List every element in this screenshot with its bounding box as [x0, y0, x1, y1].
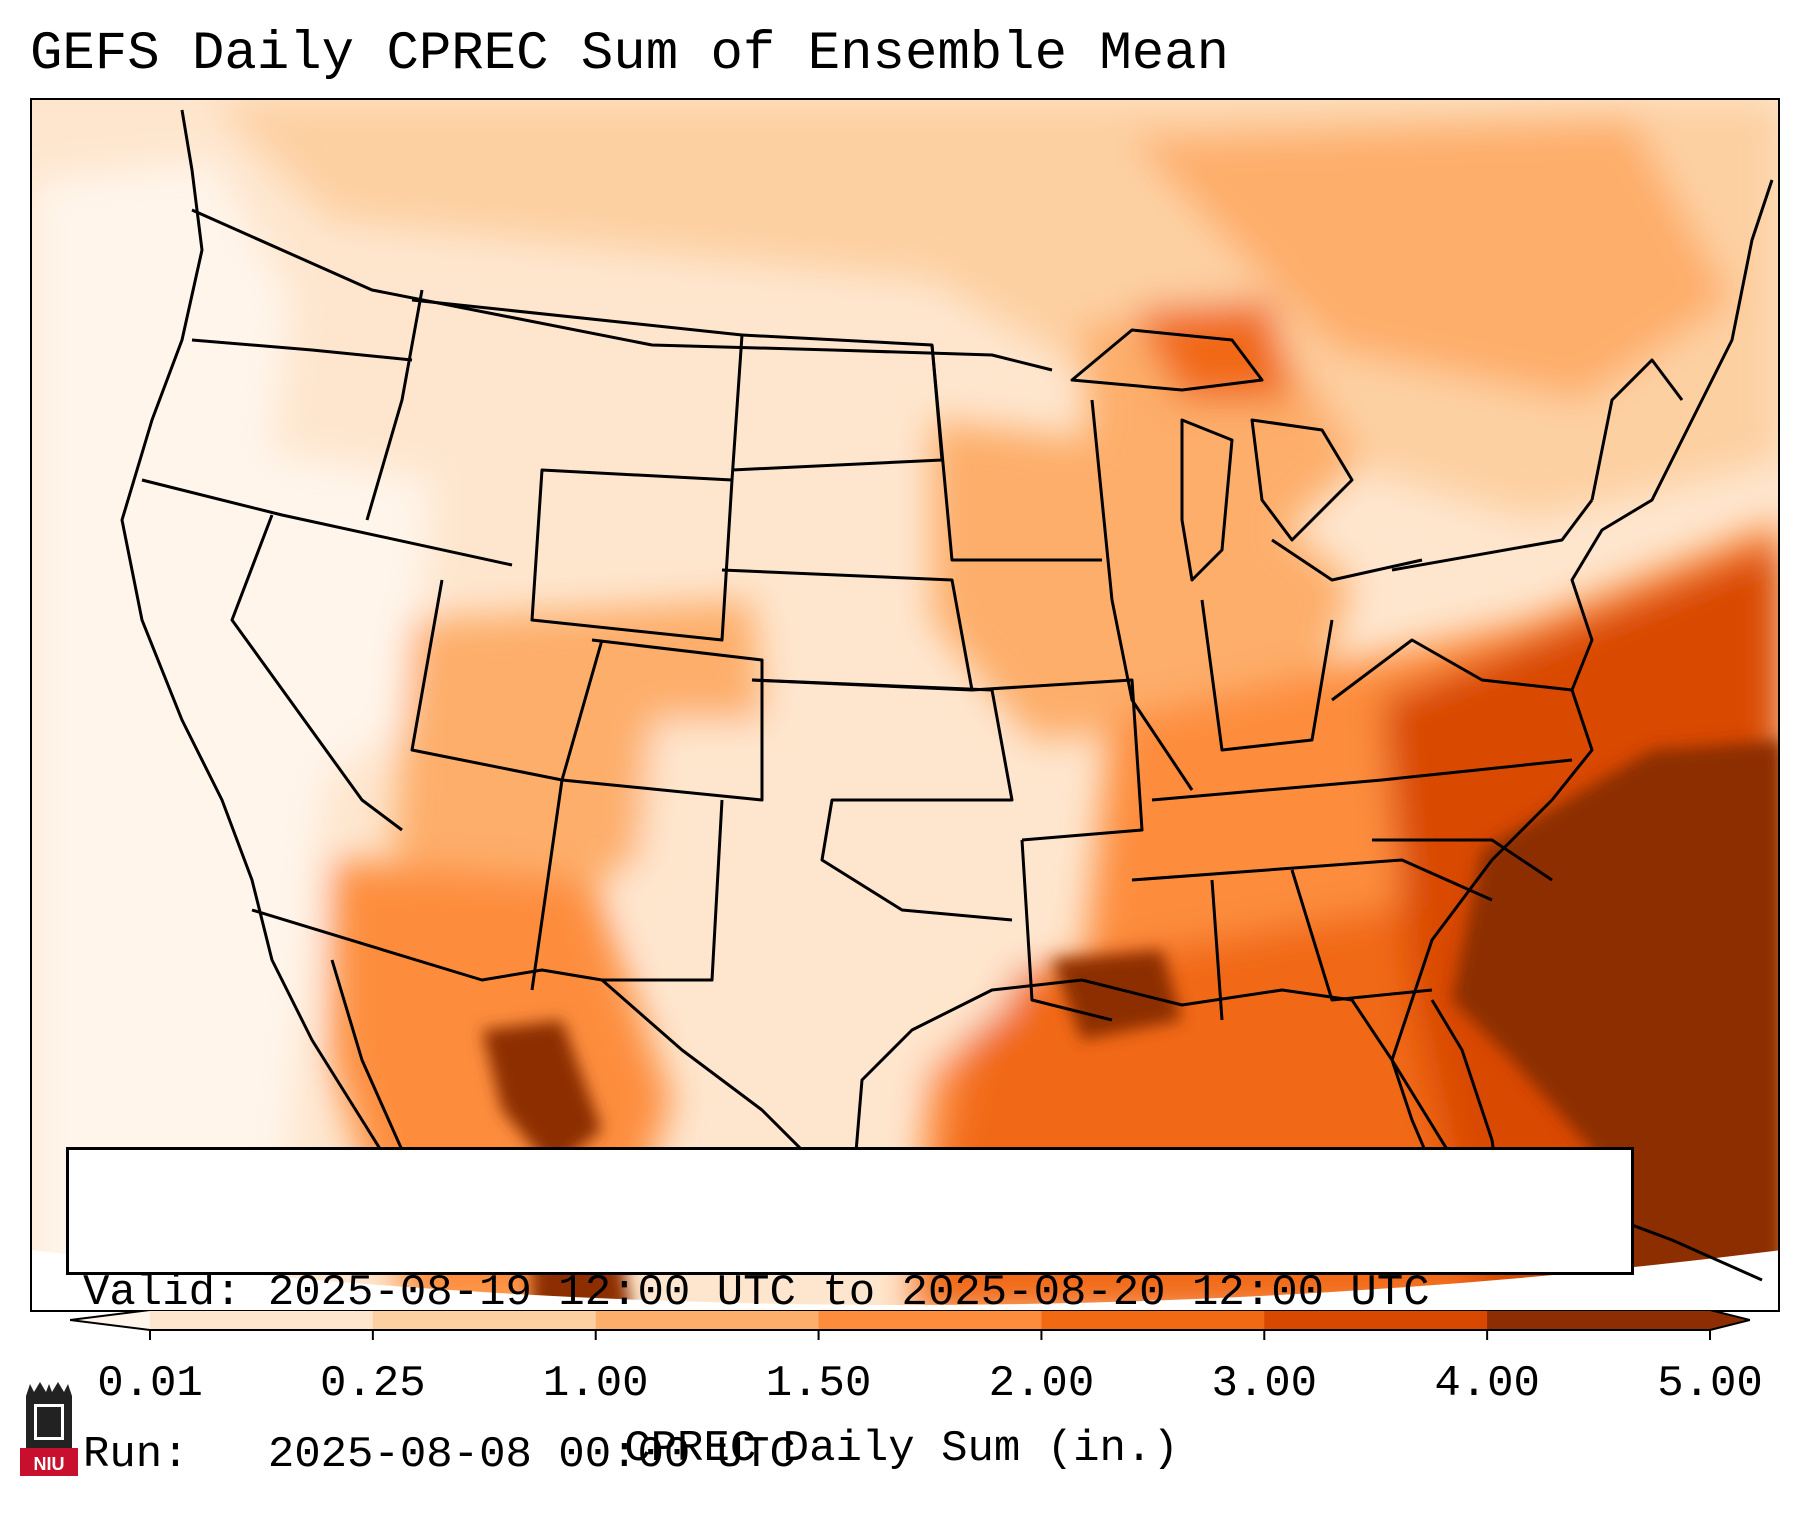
colorbar-segment — [1264, 1310, 1489, 1330]
border-wy — [530, 468, 734, 642]
colorbar-tick-label: 0.01 — [97, 1359, 203, 1409]
border-nv — [230, 514, 403, 832]
precip-area-canada-east — [1132, 120, 1732, 400]
colorbar-label: CPREC Daily Sum (in.) — [624, 1424, 1179, 1474]
colorbar-tick-label: 3.00 — [1211, 1359, 1318, 1409]
border-va-wv — [1331, 638, 1573, 702]
border-la-ms — [1020, 839, 1113, 1022]
map-canvas — [32, 100, 1778, 1310]
colorbar-extend-high — [1710, 1310, 1750, 1330]
colorbar-tick-label: 4.00 — [1434, 1359, 1540, 1409]
precipitation-field — [32, 100, 1778, 1310]
colorbar-segment — [372, 1310, 597, 1330]
coastline-gulf — [850, 978, 1474, 1201]
colorbar-segment — [818, 1310, 1043, 1330]
precipitation-map — [30, 98, 1780, 1312]
colorbar-tick-label: 5.00 — [1657, 1359, 1763, 1409]
border-ut — [410, 579, 604, 782]
map-title: GEFS Daily CPREC Sum of Ensemble Mean — [30, 24, 1229, 85]
lake-superior-outline — [1070, 328, 1264, 392]
projection-edge — [32, 1250, 1778, 1310]
colorbar-extend-low — [70, 1310, 150, 1330]
coastline-east — [1390, 179, 1774, 1061]
precip-area-texas — [632, 720, 1012, 1100]
lake-michigan-outline — [1180, 418, 1234, 582]
niu-logo: NIU — [20, 1382, 78, 1476]
run-label: Run: — [83, 1430, 189, 1480]
border-wi-il — [1090, 399, 1194, 791]
border-co — [561, 638, 764, 802]
colorbar-ticks — [149, 1330, 1711, 1340]
border-id — [365, 289, 424, 521]
border-wa-or — [191, 338, 413, 362]
lake-huron-outline — [1250, 418, 1354, 542]
border-mi — [1271, 538, 1423, 582]
precip-area-midwest — [932, 420, 1352, 740]
boundaries — [120, 109, 1774, 1282]
logo-text: NIU — [34, 1454, 65, 1474]
border-al-ga — [1210, 879, 1224, 1021]
border-ga-fl — [1290, 869, 1433, 1002]
precip-area-great-basin — [152, 430, 432, 800]
border-mo-ar — [971, 678, 1144, 842]
border-mn-ia — [930, 344, 1102, 562]
precip-area-west-coast — [32, 160, 332, 1310]
border-carolinas — [1372, 838, 1553, 882]
heavy-core-mexico — [482, 1020, 602, 1170]
precip-area-superior — [1132, 300, 1292, 400]
border-nm-tx — [602, 799, 724, 982]
border-tn-al-ga — [1131, 858, 1493, 902]
colorbar — [70, 1310, 1750, 1340]
border-pa-ny — [1391, 499, 1594, 572]
colorbar-segment — [150, 1310, 374, 1330]
coastline-west — [120, 109, 414, 1201]
heavy-precip-cores — [482, 740, 1778, 1310]
border-az-nm — [530, 779, 564, 991]
run-value: 2025-08-08 00:00 UTC — [267, 1430, 796, 1480]
colorbar-tick-label: 0.25 — [320, 1359, 426, 1409]
colorbar-tick-label: 1.50 — [765, 1359, 872, 1409]
colorbar-segment — [595, 1310, 820, 1330]
border-ky-tn — [1151, 758, 1573, 802]
border-or-ca-nv — [141, 478, 513, 567]
border-in-oh — [1200, 599, 1334, 752]
colorbar-segments — [70, 1310, 1750, 1330]
heavy-core-gulf-coast — [1052, 950, 1182, 1040]
colorbar-segment — [1041, 1310, 1266, 1330]
colorbar-tick-label: 2.00 — [988, 1359, 1095, 1409]
validity-info-box: Valid: 2025-08-19 12:00 UTC to 2025-08-2… — [66, 1147, 1634, 1480]
colorbar-tick-label: 1.00 — [542, 1359, 649, 1409]
border-new-england — [1590, 358, 1684, 501]
run-line: Run: 2025-08-08 00:00 UTC — [83, 1428, 1631, 1482]
heavy-core-atlantic — [1452, 740, 1778, 1310]
colorbar-segment — [1487, 1310, 1711, 1330]
